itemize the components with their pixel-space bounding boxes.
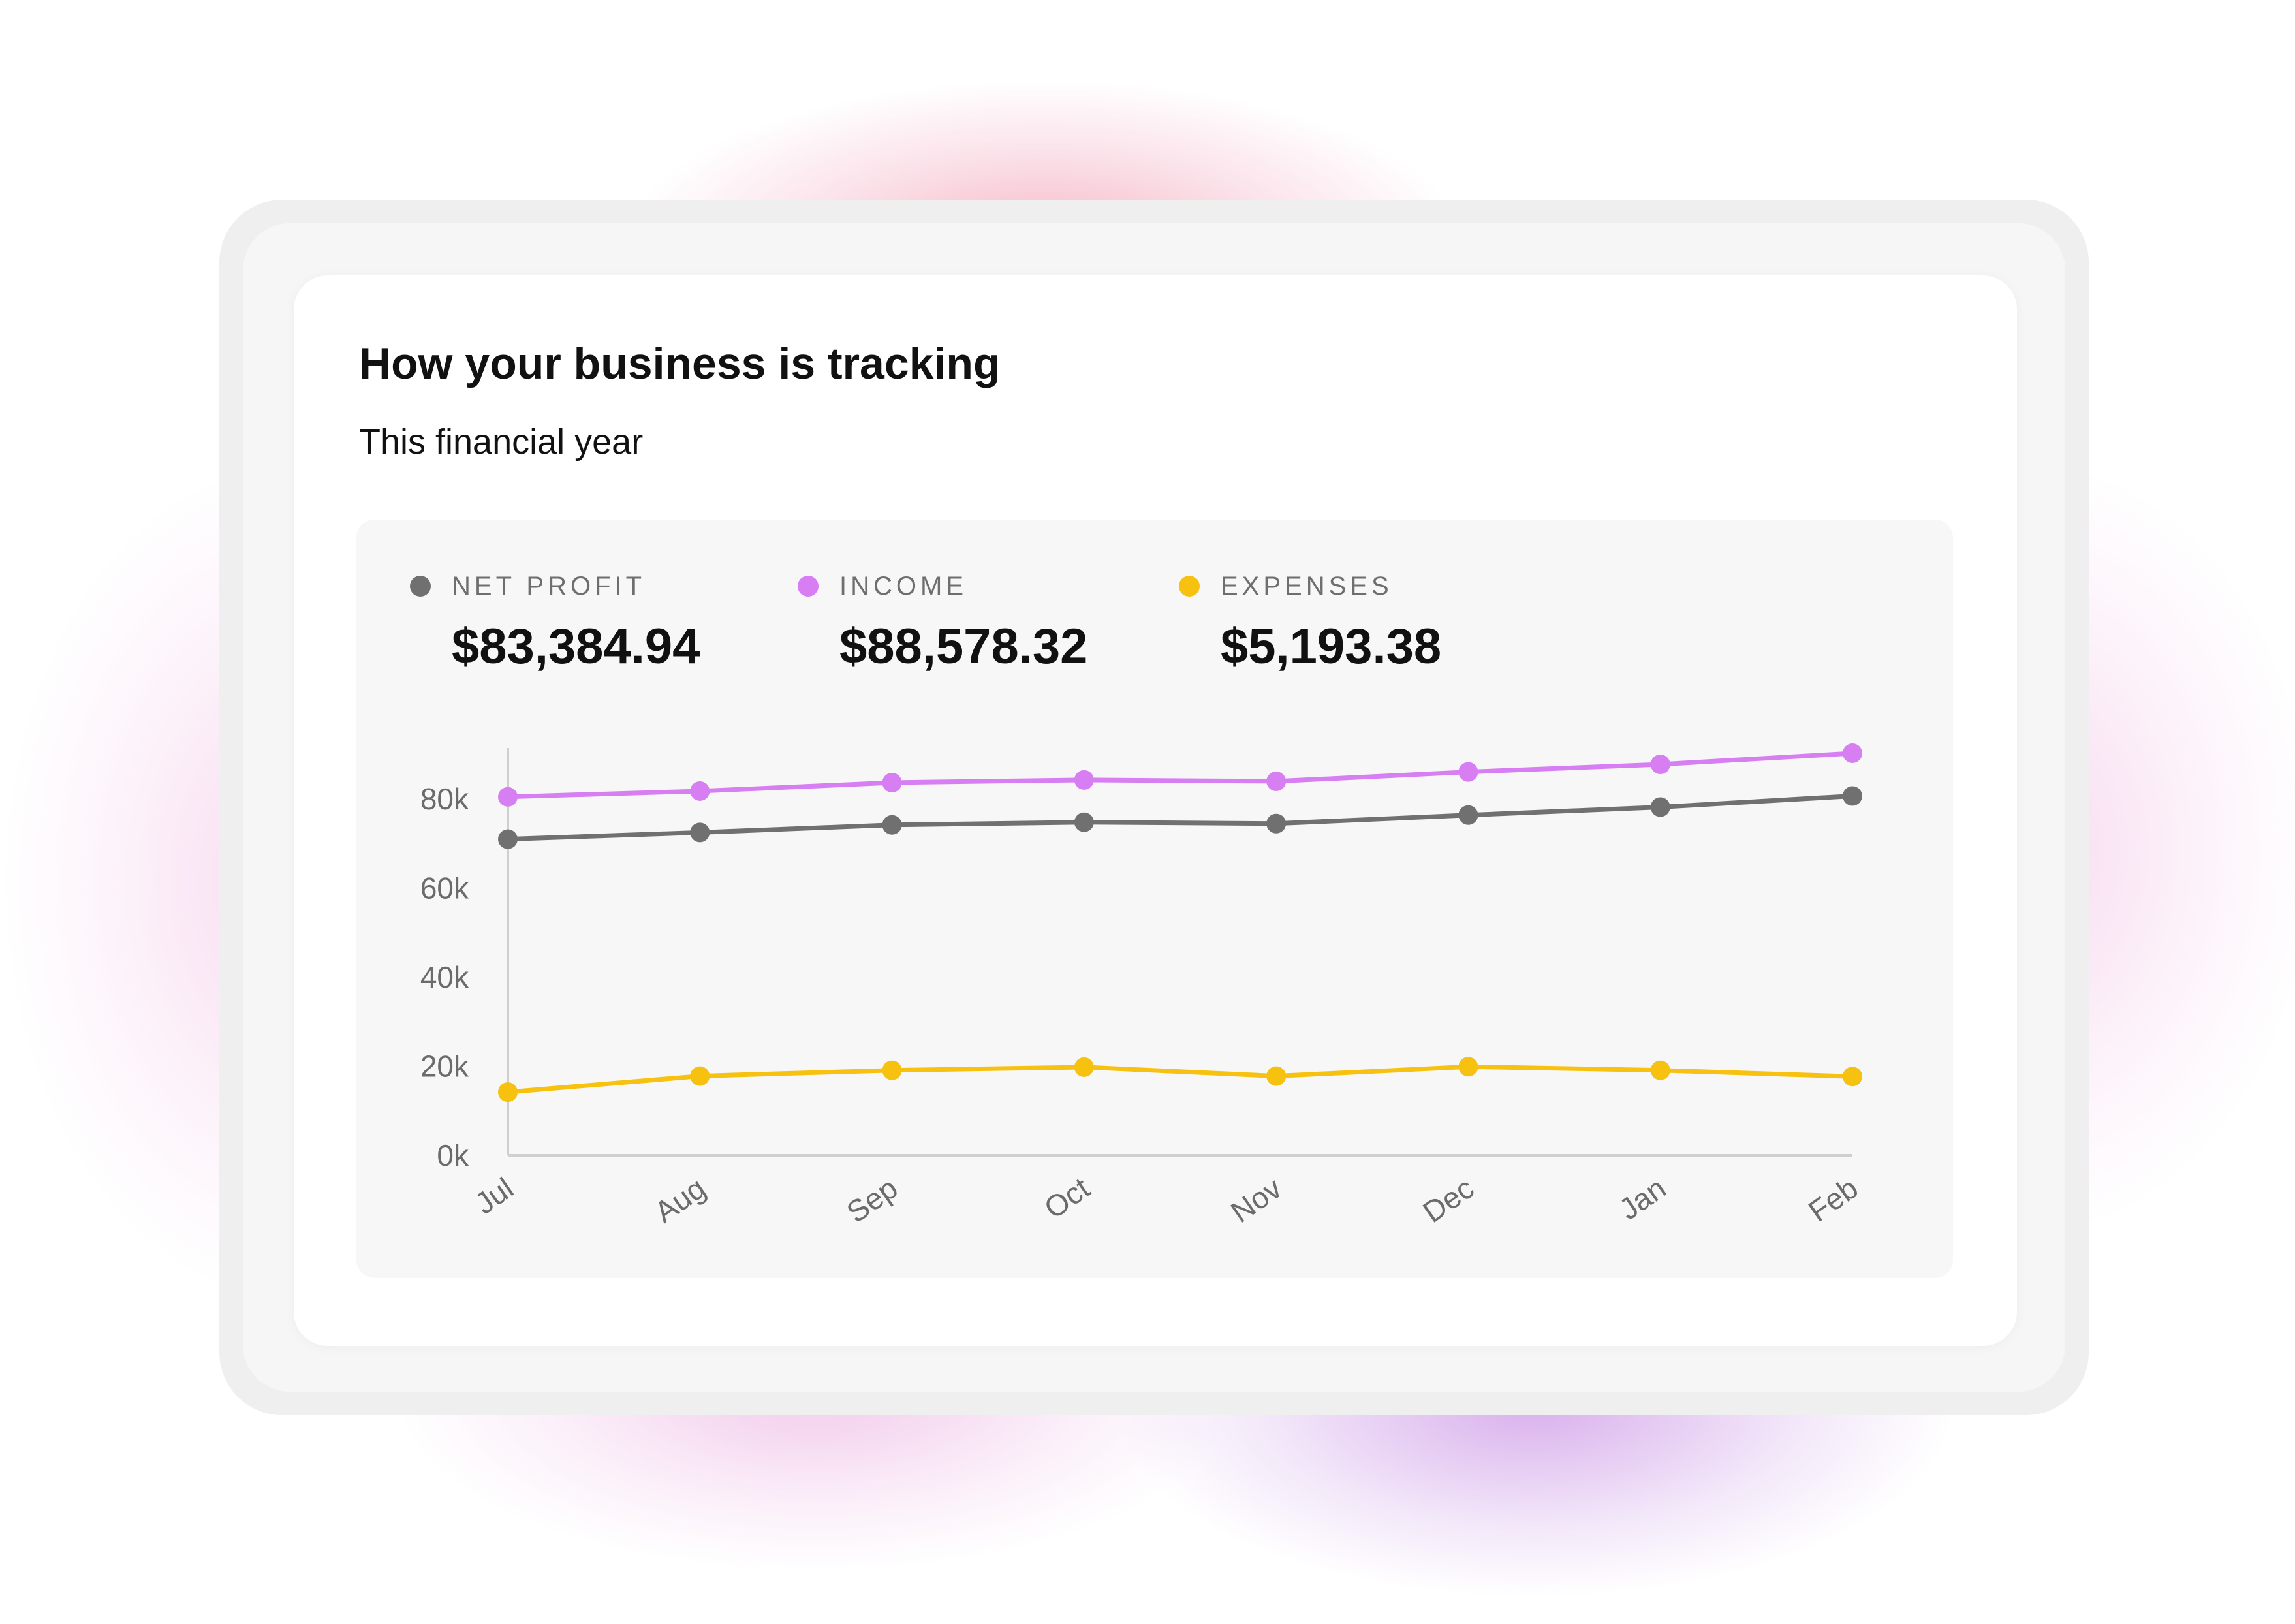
business-tracking-card: How your business is tracking This finan… [294,275,2017,1346]
expenses-series-line [505,1064,1855,1095]
expenses-data-point [690,1066,710,1086]
net-profit-data-point [1266,813,1287,834]
income-data-point [882,772,902,792]
income-series-line [505,751,1855,800]
x-tick-label: Jan [1613,1171,1672,1226]
net-profit-legend-dot [410,576,431,597]
y-tick-label: 40k [420,960,469,994]
x-tick-label: Dec [1416,1171,1480,1230]
expenses-legend-dot [1179,576,1200,597]
net-profit-label: NET PROFIT [452,572,646,601]
y-tick-label: 60k [420,871,469,905]
x-tick-label: Oct [1038,1170,1096,1225]
income-value: $88,578.32 [839,619,1088,674]
x-tick-label: Sep [840,1171,903,1230]
income-data-point [1650,755,1670,775]
line-chart: 0k 20k 40k 60k 80k Jul Aug Sep Oct Nov Dec Jan Feb [420,743,1864,1230]
card-title: How your business is tracking [359,339,1001,388]
income-label: INCOME [839,572,967,601]
net-profit-value: $83,384.94 [452,619,700,674]
net-profit-data-point [1843,786,1862,806]
expenses-data-point [1074,1057,1094,1077]
x-tick-label: Jul [469,1171,520,1221]
x-tick-label: Nov [1225,1171,1288,1230]
y-tick-label: 20k [420,1050,469,1084]
expenses-data-point [1458,1057,1478,1077]
income-data-point [1458,762,1478,782]
net-profit-series-line [505,793,1855,842]
net-profit-data-point [498,829,518,849]
expenses-data-point [1843,1067,1862,1087]
chart-panel: NET PROFIT $83,384.94 INCOME $88,578.32 … [356,520,1953,1278]
income-data-point [1266,771,1287,791]
y-tick-label: 0k [437,1138,469,1172]
income-data-point [690,781,710,801]
net-profit-data-point [690,822,710,843]
expenses-value: $5,193.38 [1221,619,1442,674]
net-profit-data-point [882,815,902,835]
expenses-data-point [1266,1066,1287,1086]
net-profit-data-point [1650,797,1670,817]
card-subtitle: This financial year [359,422,644,461]
expenses-data-point [498,1082,518,1102]
expenses-data-point [1650,1060,1670,1080]
income-legend-dot [798,576,819,597]
income-data-point [498,787,518,807]
net-profit-data-point [1074,812,1094,832]
x-tick-label: Feb [1802,1171,1864,1228]
expenses-label: EXPENSES [1221,572,1393,601]
y-tick-label: 80k [420,782,469,816]
net-profit-data-point [1458,805,1478,825]
income-data-point [1843,743,1862,763]
income-data-point [1074,770,1094,790]
x-tick-label: Aug [648,1171,711,1230]
expenses-data-point [882,1060,902,1080]
